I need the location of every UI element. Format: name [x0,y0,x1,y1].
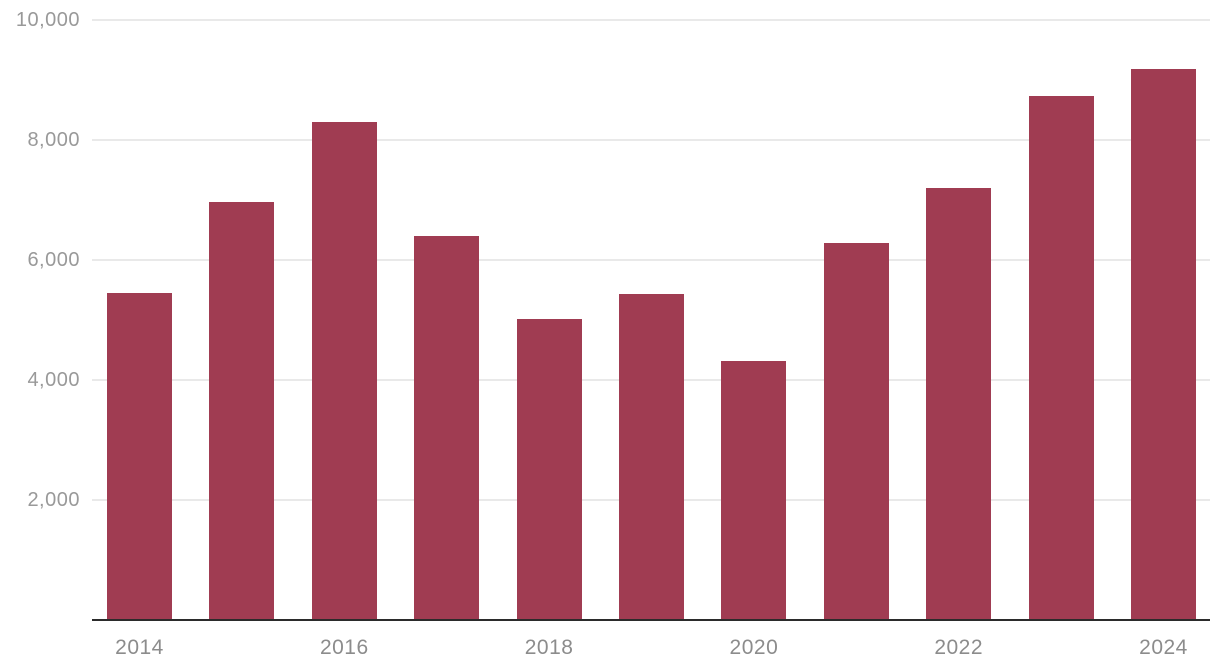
gridline-8000 [92,139,1210,141]
y-tick-label-4000: 4,000 [27,369,80,391]
bar-2017 [414,236,480,619]
bar-2016 [311,122,377,619]
y-tick-label-2000: 2,000 [27,489,80,511]
y-tick-label-8000: 8,000 [27,129,80,151]
y-tick-label-10000: 10,000 [15,9,80,31]
bar-2021 [823,242,889,619]
x-tick-label-2022: 2022 [934,636,984,659]
bar-2024 [1131,69,1196,619]
bar-2020 [721,360,787,619]
x-tick-label-2018: 2018 [524,636,574,659]
x-tick-label-2020: 2020 [729,636,779,659]
x-axis-line [92,619,1210,621]
x-tick-label-2014: 2014 [115,636,164,659]
bar-2023 [1028,95,1094,619]
gridline-6000 [92,259,1210,261]
gridline-10000 [92,19,1210,21]
bar-2019 [619,293,684,619]
bar-2018 [516,318,582,619]
bar-2014 [107,293,172,619]
x-tick-label-2024: 2024 [1139,636,1188,659]
bar-2022 [926,188,992,619]
bar-2015 [209,201,275,619]
y-tick-label-6000: 6,000 [27,249,80,271]
x-tick-label-2016: 2016 [319,636,369,659]
